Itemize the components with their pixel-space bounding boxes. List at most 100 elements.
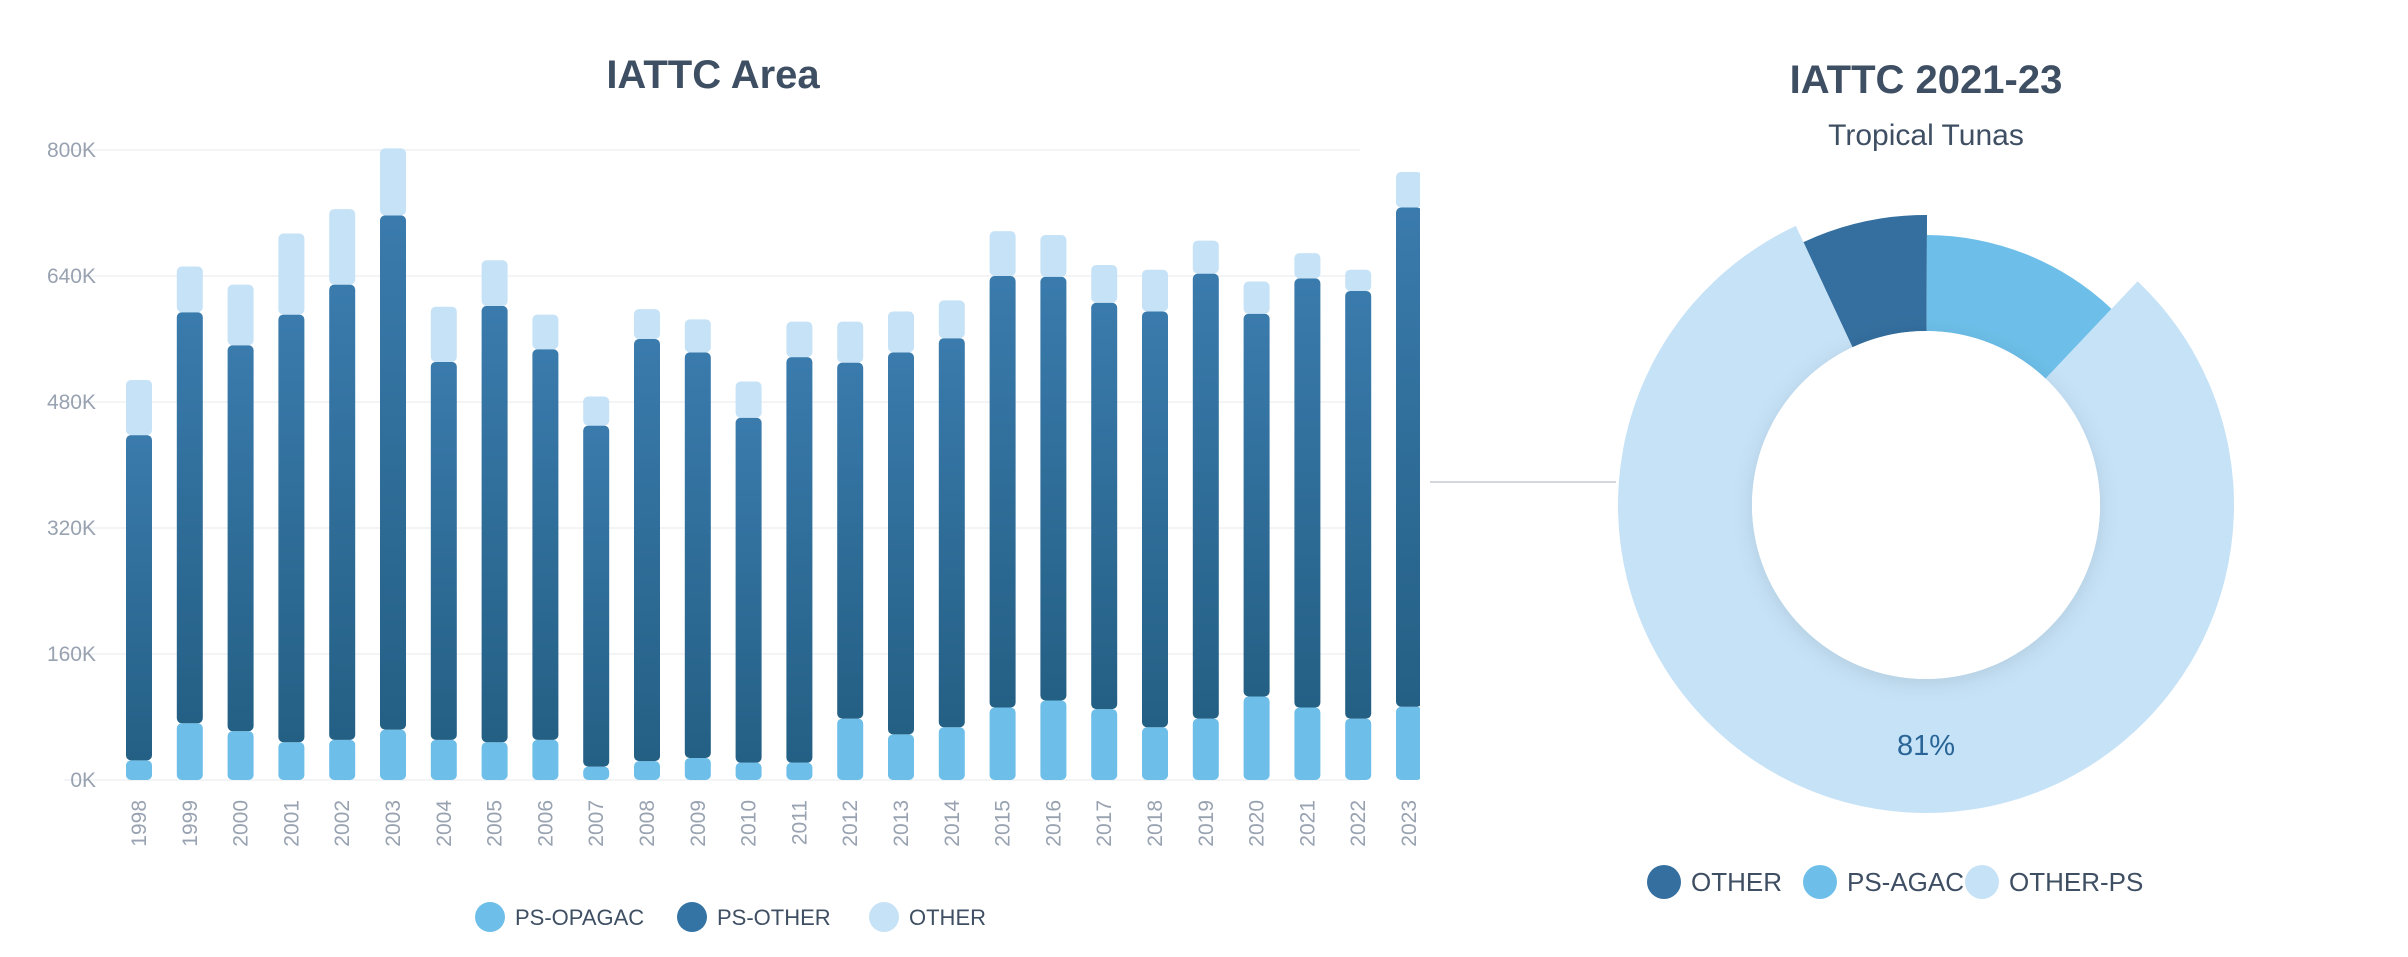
bar-ps-opagac-2016 bbox=[1040, 700, 1067, 780]
bar-other-2023 bbox=[1396, 172, 1420, 208]
bar-ps-other-2020 bbox=[1243, 313, 1270, 697]
bar-other-2015 bbox=[989, 231, 1016, 276]
bar-other-2017 bbox=[1091, 264, 1118, 303]
bar-group-2006 bbox=[532, 314, 559, 780]
bar-ps-opagac-1998 bbox=[126, 760, 152, 780]
bar-ps-other-2012 bbox=[837, 362, 864, 719]
bar-group-2022 bbox=[1345, 269, 1372, 780]
bar-ps-opagac-2020 bbox=[1243, 696, 1270, 780]
x-axis-ticks: 1998 1999 2000 2001 2002 2003 2004 2005 2006 2007… bbox=[128, 800, 1420, 847]
bar-other-2008 bbox=[634, 309, 660, 339]
bar-other-2009 bbox=[684, 319, 711, 353]
bar-group-2009 bbox=[684, 319, 711, 780]
bar-other-2013 bbox=[888, 311, 914, 353]
bar-group-1998 bbox=[126, 379, 152, 780]
donut-data-label: 81% bbox=[1897, 730, 1955, 762]
x-tick-label: 2007 bbox=[585, 800, 608, 847]
x-tick-label: 2018 bbox=[1144, 800, 1167, 847]
legend-item-ps-opagac[interactable]: PS-OPAGAC bbox=[475, 902, 644, 932]
x-tick-label: 1999 bbox=[179, 800, 202, 847]
bar-ps-opagac-2002 bbox=[329, 739, 356, 780]
bar-ps-other-2009 bbox=[684, 352, 711, 758]
bar-other-2010 bbox=[735, 381, 762, 418]
donut-chart-subtitle: Tropical Tunas bbox=[1828, 119, 2024, 152]
legend-label: OTHER-PS bbox=[2009, 867, 2143, 897]
bar-ps-other-2005 bbox=[481, 305, 508, 743]
bar-ps-other-1998 bbox=[126, 435, 152, 761]
donut-slice-other bbox=[1803, 215, 1928, 348]
y-tick-label: 480K bbox=[47, 391, 96, 414]
x-tick-label: 2019 bbox=[1195, 800, 1218, 847]
bar-other-2019 bbox=[1192, 240, 1219, 274]
x-tick-label: 2023 bbox=[1398, 800, 1420, 847]
bar-other-2007 bbox=[583, 396, 610, 426]
legend-label: OTHER bbox=[909, 905, 986, 930]
bar-ps-other-2010 bbox=[735, 417, 762, 763]
bar-group-2017 bbox=[1091, 264, 1118, 780]
y-tick-label: 320K bbox=[47, 517, 96, 540]
legend-item-other[interactable]: OTHER bbox=[869, 902, 986, 932]
bar-ps-opagac-2021 bbox=[1294, 707, 1321, 780]
bar-group-2005 bbox=[481, 260, 508, 780]
bar-ps-other-2000 bbox=[227, 345, 254, 732]
bar-other-1999 bbox=[176, 266, 203, 313]
x-tick-label: 2006 bbox=[534, 800, 557, 847]
x-tick-label: 2012 bbox=[839, 800, 862, 847]
bar-group-2008 bbox=[634, 309, 660, 780]
x-tick-label: 2010 bbox=[738, 800, 761, 847]
bar-group-2003 bbox=[380, 148, 406, 780]
legend-item-ps-agac[interactable]: PS-AGAC bbox=[1803, 865, 1964, 899]
bar-ps-other-2018 bbox=[1142, 311, 1168, 728]
bar-ps-opagac-2015 bbox=[989, 707, 1016, 780]
bar-other-2011 bbox=[786, 321, 813, 358]
bar-group-2004 bbox=[430, 306, 457, 780]
bar-ps-other-2015 bbox=[989, 276, 1016, 708]
bar-group-2011 bbox=[786, 321, 813, 780]
x-tick-label: 2015 bbox=[992, 800, 1015, 847]
x-tick-label: 2016 bbox=[1042, 800, 1065, 847]
bar-other-2003 bbox=[380, 148, 406, 216]
bar-group-2018 bbox=[1142, 269, 1168, 780]
x-tick-label: 2005 bbox=[484, 800, 507, 847]
bar-ps-other-2004 bbox=[430, 361, 457, 740]
bar-group-2000 bbox=[227, 284, 254, 780]
bar-ps-opagac-2022 bbox=[1345, 718, 1372, 780]
legend-item-other[interactable]: OTHER bbox=[1647, 865, 1782, 899]
bar-ps-other-2021 bbox=[1294, 278, 1321, 708]
legend-label: PS-AGAC bbox=[1847, 867, 1964, 897]
x-tick-label: 2020 bbox=[1246, 800, 1269, 847]
bar-ps-other-2023 bbox=[1396, 207, 1420, 707]
bar-group-2013 bbox=[888, 311, 914, 780]
legend-label: PS-OPAGAC bbox=[515, 905, 644, 930]
bar-other-2002 bbox=[329, 209, 356, 285]
bar-other-2021 bbox=[1294, 253, 1321, 279]
bar-other-2020 bbox=[1243, 281, 1270, 314]
bar-ps-opagac-2009 bbox=[684, 757, 711, 780]
bar-ps-opagac-2003 bbox=[380, 729, 406, 780]
donut-slice-ps-agac bbox=[1926, 235, 2112, 379]
bar-group-2021 bbox=[1294, 253, 1321, 780]
bar-ps-other-2001 bbox=[278, 314, 305, 743]
bar-ps-opagac-2019 bbox=[1192, 718, 1219, 780]
legend-item-other-ps[interactable]: OTHER-PS bbox=[1965, 865, 2143, 899]
y-tick-label: 640K bbox=[47, 265, 96, 288]
bar-ps-other-1999 bbox=[176, 312, 203, 724]
x-tick-label: 2014 bbox=[941, 800, 964, 847]
bar-ps-opagac-2014 bbox=[938, 727, 965, 780]
bar-ps-opagac-2010 bbox=[735, 762, 762, 780]
donut-data-labels: 81% bbox=[1897, 730, 1955, 762]
bar-ps-other-2016 bbox=[1040, 276, 1067, 701]
bar-ps-opagac-2007 bbox=[583, 766, 610, 780]
bar-group-2002 bbox=[329, 209, 356, 780]
x-tick-label: 2009 bbox=[687, 800, 710, 847]
bar-group-2019 bbox=[1192, 240, 1219, 780]
donut-chart-title: IATTC 2021-23 bbox=[1790, 58, 2063, 102]
bar-ps-opagac-2023 bbox=[1396, 706, 1420, 780]
bar-ps-other-2013 bbox=[888, 352, 914, 735]
legend-item-ps-other[interactable]: PS-OTHER bbox=[677, 902, 831, 932]
bar-ps-opagac-2006 bbox=[532, 739, 559, 780]
legend-swatch bbox=[1965, 865, 1999, 899]
x-tick-label: 2003 bbox=[382, 800, 405, 847]
bar-other-2014 bbox=[938, 300, 965, 339]
x-tick-label: 2000 bbox=[230, 800, 253, 847]
